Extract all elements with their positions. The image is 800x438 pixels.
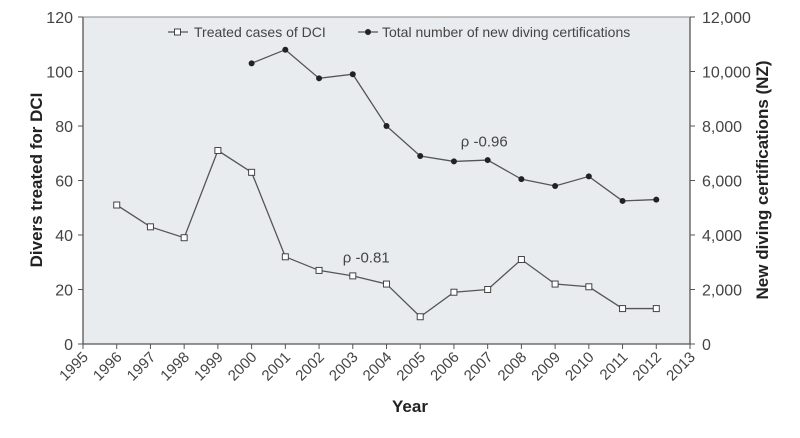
x-tick-label: 1996	[90, 349, 126, 385]
y2-axis-title: New diving certifications (NZ)	[753, 61, 772, 300]
data-point-certs	[552, 182, 559, 189]
y2-tick-label: 8,000	[702, 119, 742, 136]
x-tick-label: 2008	[495, 349, 531, 385]
correlation-annotation: ρ -0.96	[461, 133, 508, 150]
x-tick-label: 2000	[225, 349, 261, 385]
data-point-dci	[517, 256, 525, 264]
x-tick-label: 2011	[597, 349, 632, 384]
legend-marker-dci	[174, 28, 181, 36]
data-point-certs	[518, 176, 525, 183]
legend: Treated cases of DCI Total number of new…	[168, 24, 630, 40]
y2-tick-label: 6,000	[702, 174, 742, 191]
data-point-dci	[113, 201, 121, 209]
data-point-dci	[585, 283, 593, 291]
data-point-certs	[349, 71, 356, 78]
data-point-dci	[450, 288, 458, 296]
y-tick-label: 80	[55, 119, 73, 136]
data-point-dci	[416, 313, 424, 321]
x-tick-label: 1995	[56, 349, 92, 385]
plot-area	[83, 17, 690, 344]
data-point-certs	[653, 196, 660, 203]
x-tick-label: 2009	[528, 349, 564, 385]
y-tick-label: 40	[55, 228, 73, 245]
y2-tick-label: 0	[702, 337, 711, 354]
data-point-certs	[417, 152, 424, 159]
x-tick-label: 1997	[124, 349, 160, 385]
data-point-certs	[248, 60, 255, 67]
x-tick-label: 2001	[259, 349, 295, 385]
data-point-dci	[484, 286, 492, 293]
x-tick-label: 2007	[461, 349, 497, 385]
series-group	[113, 46, 660, 321]
x-tick-label: 1999	[191, 349, 227, 385]
data-point-dci	[383, 280, 390, 288]
y-tick-label: 0	[64, 337, 73, 354]
y-tick-label: 100	[46, 65, 73, 82]
data-point-dci	[214, 147, 222, 155]
x-tick-label: 2002	[292, 349, 328, 385]
y2-tick-label: 10,000	[702, 65, 751, 82]
annotations: ρ -0.81 ρ -0.96	[343, 133, 508, 266]
legend-marker-certs	[365, 29, 371, 35]
x-tick-label: 2006	[427, 349, 463, 385]
data-point-certs	[484, 157, 491, 164]
y-tick-label: 20	[55, 283, 73, 300]
x-tick-label: 2005	[393, 349, 429, 385]
legend-label-certs: Total number of new diving certification…	[382, 24, 630, 40]
data-point-dci	[281, 253, 289, 261]
data-point-dci	[652, 305, 660, 313]
data-point-dci	[315, 266, 323, 274]
x-tick-label: 2010	[562, 349, 598, 385]
data-point-certs	[282, 46, 289, 53]
y-axis-title: Divers treated for DCI	[27, 93, 46, 268]
x-axis-title: Year	[392, 397, 428, 416]
x-tick-label: 2012	[629, 349, 665, 385]
data-point-certs	[619, 197, 626, 204]
data-point-dci	[551, 280, 559, 288]
data-point-dci	[349, 272, 357, 280]
data-point-dci	[146, 223, 154, 231]
data-point-dci	[180, 234, 188, 242]
data-point-certs	[383, 123, 390, 129]
data-point-dci	[248, 168, 256, 176]
y2-tick-label: 2,000	[702, 283, 742, 300]
y-tick-label: 120	[46, 10, 73, 27]
x-tick-label: 2003	[326, 349, 362, 385]
y2-tick-label: 4,000	[702, 228, 742, 245]
x-tick-label: 1998	[157, 349, 193, 385]
data-point-certs	[316, 75, 323, 82]
data-point-certs	[450, 158, 457, 165]
data-point-certs	[585, 173, 592, 180]
y2-tick-label: 12,000	[702, 10, 751, 27]
correlation-annotation: ρ -0.81	[343, 249, 390, 266]
x-tick-label: 2004	[360, 349, 396, 385]
y-tick-label: 60	[55, 174, 73, 191]
x-tick-label: 2013	[663, 349, 699, 385]
legend-label-dci: Treated cases of DCI	[194, 24, 326, 40]
data-point-dci	[619, 305, 627, 313]
